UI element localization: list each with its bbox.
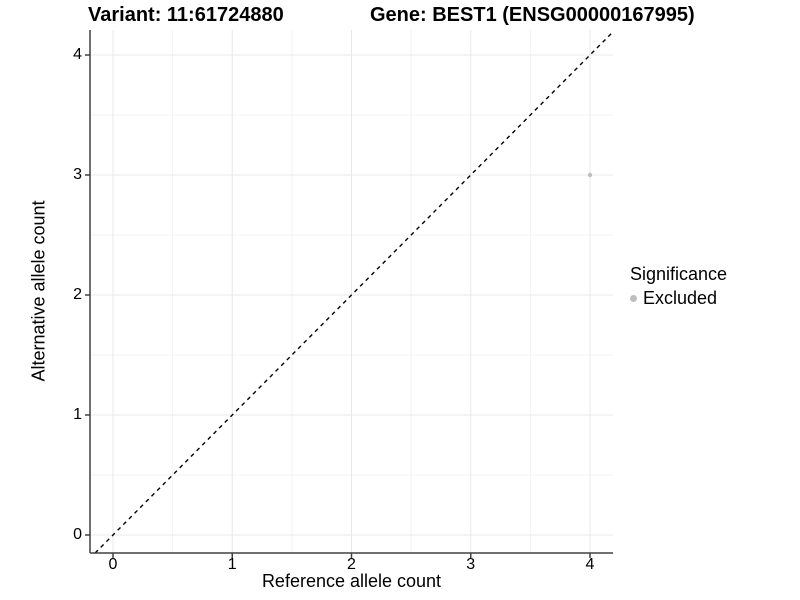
x-tick-label: 2 xyxy=(347,556,356,573)
legend-entry-label: Excluded xyxy=(643,288,718,308)
identity-line xyxy=(94,31,614,554)
y-tick-label: 4 xyxy=(73,46,82,63)
legend-entry: Excluded xyxy=(630,288,727,309)
data-point xyxy=(587,172,593,178)
y-tick-label: 2 xyxy=(73,286,82,303)
variant-title: Variant: 11:61724880 xyxy=(88,4,284,26)
x-tick-label: 1 xyxy=(227,556,237,573)
y-tick-label: 0 xyxy=(73,526,82,543)
y-tick-label: 3 xyxy=(73,166,82,183)
legend-title: Significance xyxy=(630,264,728,284)
y-axis-title: Alternative allele count xyxy=(28,200,49,382)
x-tick-label: 0 xyxy=(108,556,118,573)
legend: Significance Excluded xyxy=(630,264,727,309)
gene-title: Gene: BEST1 (ENSG00000167995) xyxy=(370,4,695,26)
legend-point-icon xyxy=(630,295,637,302)
y-tick-label: 1 xyxy=(73,406,82,423)
x-tick-label: 4 xyxy=(585,556,595,573)
x-tick-label: 3 xyxy=(466,556,476,573)
x-axis-title: Reference allele count xyxy=(261,571,442,591)
